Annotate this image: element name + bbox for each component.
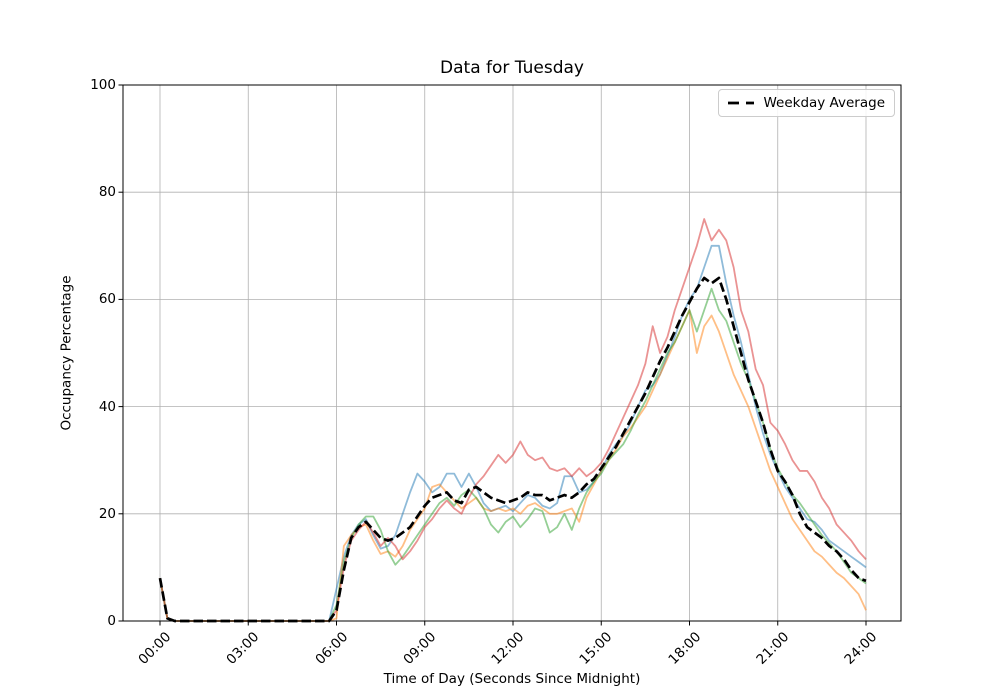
legend-dashed-line-sample (728, 101, 755, 105)
y-tick-label: 0 (107, 613, 116, 629)
x-axis-label: Time of Day (Seconds Since Midnight) (383, 671, 641, 687)
y-tick-label: 60 (98, 291, 116, 308)
legend: Weekday Average (718, 89, 895, 117)
chart-title: Data for Tuesday (440, 58, 584, 78)
y-tick-label: 40 (98, 398, 116, 415)
legend-label: Weekday Average (763, 95, 885, 111)
y-tick-label: 80 (98, 184, 116, 201)
y-tick-label: 100 (90, 77, 116, 93)
axes-spines (122, 84, 902, 622)
y-tick-label: 20 (98, 505, 116, 522)
y-axis-label-column: Occupancy Percentage (58, 85, 76, 621)
